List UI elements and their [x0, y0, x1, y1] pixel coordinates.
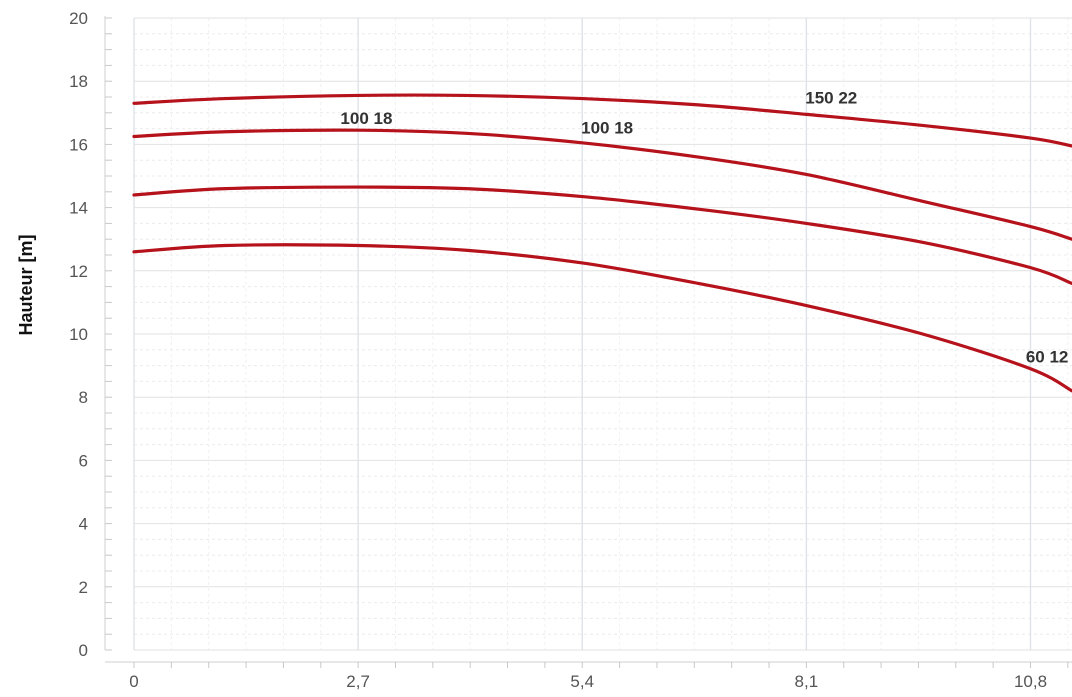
curve-label: 100 18 — [581, 118, 633, 137]
x-tick-label: 5,4 — [570, 672, 594, 691]
y-tick-label: 10 — [69, 325, 88, 344]
y-tick-label: 0 — [79, 641, 88, 660]
curve-label: 100 18 — [340, 109, 392, 128]
curve-label: 60 12 — [1026, 347, 1069, 366]
y-tick-label: 2 — [79, 578, 88, 597]
series-line — [132, 185, 1072, 286]
series-lines — [132, 93, 1072, 393]
x-tick-label: 8,1 — [795, 672, 819, 691]
x-axis-ticks: 0 2,7 5,4 8,1 10,8 — [129, 672, 1047, 691]
y-tick-label: 6 — [79, 451, 88, 470]
y-tick-label: 14 — [69, 199, 88, 218]
y-tick-label: 18 — [69, 72, 88, 91]
x-tick-label: 2,7 — [346, 672, 370, 691]
axes — [104, 16, 1072, 668]
y-tick-label: 8 — [79, 388, 88, 407]
y-axis-title: Hauteur [m] — [16, 234, 36, 335]
series-line — [132, 128, 1072, 241]
series-line — [132, 243, 1072, 393]
y-tick-label: 16 — [69, 135, 88, 154]
y-tick-label: 4 — [79, 515, 88, 534]
curve-label: 150 22 — [805, 88, 857, 107]
x-tick-label: 10,8 — [1014, 672, 1047, 691]
y-tick-label: 12 — [69, 262, 88, 281]
y-axis-ticks: 0 2 4 6 8 10 12 14 16 18 20 — [69, 9, 88, 660]
y-tick-label: 20 — [69, 9, 88, 28]
grid — [133, 17, 1072, 651]
curve-labels: 150 22 100 18 100 18 60 12 — [340, 88, 1068, 366]
x-tick-label: 0 — [129, 672, 138, 691]
series-line — [132, 93, 1072, 148]
